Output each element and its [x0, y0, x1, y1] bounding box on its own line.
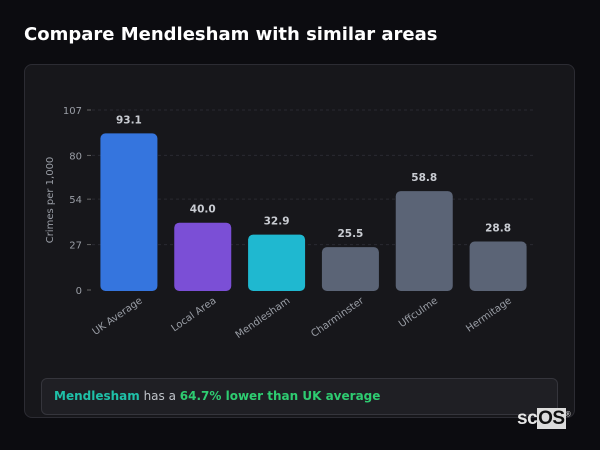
x-tick-label: Charminster — [309, 295, 367, 340]
bar[interactable] — [174, 222, 232, 291]
bar-value-label: 28.8 — [485, 223, 511, 235]
bar[interactable] — [248, 234, 306, 291]
summary-box: Mendlesham has a 64.7% lower than UK ave… — [41, 378, 558, 415]
bar[interactable] — [100, 133, 158, 291]
x-tick-label: UK Average — [91, 295, 145, 337]
y-tick-label: 27 — [69, 241, 82, 252]
summary-place: Mendlesham — [54, 389, 140, 403]
x-tick-label: Hermitage — [464, 295, 513, 334]
summary-comparison: 64.7% lower than UK average — [179, 389, 381, 403]
page-title: Compare Mendlesham with similar areas — [24, 24, 438, 45]
scos-logo: scOS® — [517, 408, 571, 429]
summary-middle: has a — [139, 389, 180, 403]
bar-value-label: 40.0 — [190, 204, 216, 216]
y-tick-label: 0 — [76, 286, 82, 297]
bar-value-label: 25.5 — [337, 228, 363, 240]
bar[interactable] — [321, 247, 379, 291]
bar[interactable] — [469, 241, 527, 291]
bar[interactable] — [395, 191, 453, 291]
x-tick-label: Local Area — [169, 295, 218, 334]
bar-value-label: 93.1 — [116, 114, 142, 126]
y-axis-label: Crimes per 1,000 — [45, 157, 56, 244]
bar-value-label: 32.9 — [264, 216, 290, 228]
x-tick-label: Mendlesham — [234, 295, 293, 341]
y-tick-label: 80 — [69, 151, 82, 162]
bar-value-label: 58.8 — [411, 172, 437, 184]
x-tick-label: Uffculme — [397, 295, 440, 330]
y-tick-label: 107 — [63, 106, 82, 117]
y-tick-label: 54 — [69, 195, 82, 206]
